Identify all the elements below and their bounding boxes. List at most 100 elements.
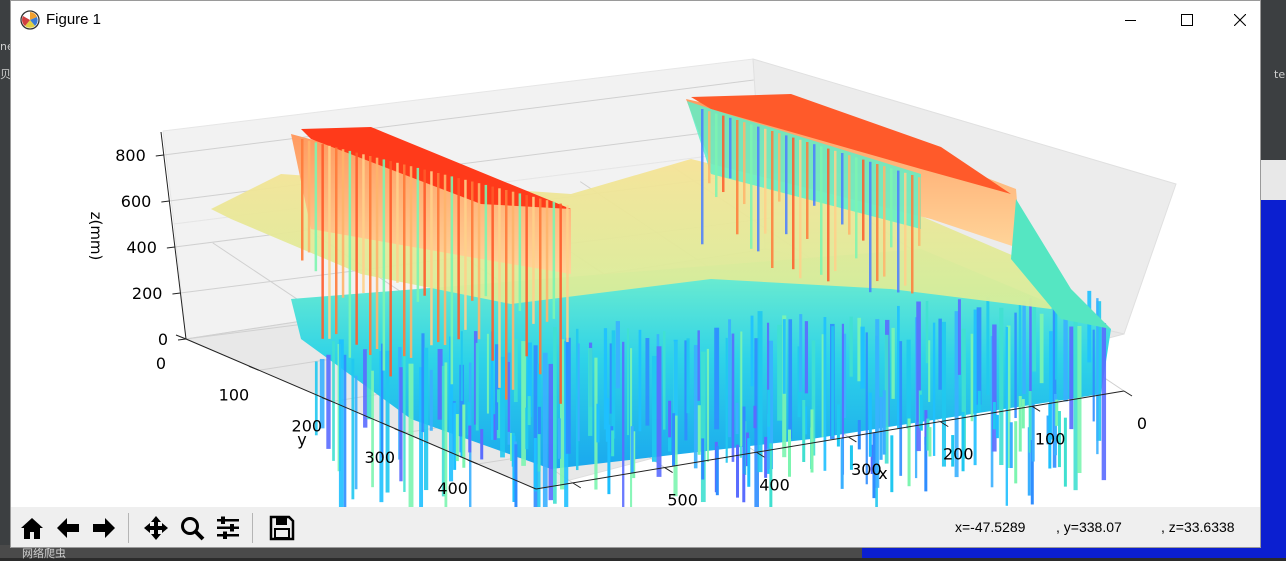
surface-spike (899, 341, 903, 476)
surface-spike (462, 404, 466, 468)
surface-spike (924, 410, 928, 445)
surface-spike (879, 397, 883, 460)
home-button[interactable] (17, 513, 47, 543)
title-bar[interactable]: Figure 1 (11, 1, 1260, 39)
surface-spike (924, 436, 928, 492)
minimize-icon (1125, 20, 1136, 21)
surface-spike (684, 340, 688, 441)
surface-spike (884, 334, 889, 464)
wall-stripe (430, 171, 433, 346)
wall-stripe (545, 200, 549, 322)
surface-spike (995, 414, 999, 439)
surface-spike (1029, 298, 1032, 441)
figure-canvas[interactable]: 0 200 400 600 800 0 100 200 300 400 0 100 200 300 400 5… (11, 39, 1260, 530)
wall-stripe (764, 128, 767, 234)
surface-spike (1018, 304, 1022, 394)
surface-spike (527, 342, 532, 417)
toolbar-separator (252, 513, 253, 543)
surface-spike (553, 327, 557, 504)
wall-stripe (511, 191, 515, 390)
surface-spike (1063, 318, 1068, 402)
coord-z: , z=33.6338 (1161, 519, 1235, 535)
surface-spike (782, 319, 786, 394)
surface-spike (437, 348, 443, 420)
wall-stripe (491, 186, 494, 361)
surface-spike (486, 333, 489, 414)
right-ridge (691, 94, 1011, 194)
x-tick-mark (756, 451, 765, 458)
x-tick-label: 400 (759, 475, 790, 494)
z-tick-label: 800 (115, 146, 146, 165)
pan-button[interactable] (141, 513, 171, 543)
surface-spike (332, 341, 335, 461)
z-tick-mark (155, 154, 164, 157)
surface-spike (575, 328, 579, 471)
wall-stripe (750, 124, 753, 249)
surface-spike (354, 375, 358, 490)
wall-stripe (505, 190, 508, 400)
surface-spike (841, 323, 845, 475)
z-tick-mark (161, 200, 170, 203)
surface-spike (399, 367, 403, 482)
surface-spike (868, 392, 872, 457)
wall-stripe (321, 144, 324, 339)
surface-spike (527, 396, 531, 426)
z-tick-label: 200 (132, 284, 163, 303)
x-tick-label: 300 (851, 460, 882, 479)
wall-stripe (362, 154, 365, 294)
navigation-toolbar: x=-47.5289 , y=338.07 , z=33.6338 (11, 507, 1260, 547)
wall-stripe (566, 205, 569, 343)
minimize-button[interactable] (1108, 1, 1154, 39)
surface-spike (1073, 321, 1078, 491)
wall-stripe (848, 155, 851, 235)
surface-spike (906, 339, 911, 429)
save-button[interactable] (267, 513, 297, 543)
surface-plot[interactable]: 0 200 400 600 800 0 100 200 300 400 0 100 200 300 400 5… (11, 39, 1260, 530)
surface-spike (1028, 391, 1032, 453)
surface-spike (976, 307, 982, 405)
desktop-left-strip (0, 0, 12, 558)
surface-spike (537, 406, 541, 459)
wall-stripe (813, 144, 816, 206)
wall-stripe (862, 159, 865, 241)
surface-spike (495, 402, 499, 430)
surface-spike (919, 394, 923, 431)
desktop-bottom-blue (862, 545, 1286, 558)
wall-stripe (484, 184, 488, 297)
wall-stripe (820, 146, 823, 275)
wall-stripe (525, 195, 528, 357)
surface-spike (938, 318, 942, 390)
surface-spike (872, 432, 876, 499)
y-tick-label: 0 (156, 354, 166, 373)
wall-stripe (532, 196, 535, 324)
surface-spike (448, 336, 454, 482)
surface-spike (632, 431, 636, 479)
x-tick-label: 500 (667, 491, 698, 507)
wall-stripe (841, 153, 844, 225)
zoom-button[interactable] (177, 513, 207, 543)
wall-stripe (918, 177, 921, 246)
surface-spike (804, 406, 808, 435)
maximize-button[interactable] (1164, 1, 1210, 39)
wall-stripe (423, 169, 426, 296)
back-button[interactable] (53, 513, 83, 543)
forward-button[interactable] (89, 513, 119, 543)
surface-spike (638, 329, 642, 432)
left-ridge (301, 127, 571, 209)
surface-spikes (314, 290, 1107, 530)
surface-spike (714, 327, 720, 430)
configure-button[interactable] (213, 513, 243, 543)
surface-mesh (211, 94, 1111, 530)
surface-spike (701, 438, 705, 480)
surface-spike (715, 446, 719, 496)
surface-spike (548, 363, 554, 501)
surface-spike (1030, 440, 1034, 505)
wall-stripe (722, 115, 725, 193)
surface-spike (480, 429, 484, 460)
surface-spike (700, 351, 706, 503)
surface-spike (990, 336, 994, 488)
surface-spike (841, 333, 847, 418)
close-button[interactable] (1217, 1, 1263, 39)
surface-spike (865, 332, 868, 485)
surface-spike (673, 341, 678, 497)
